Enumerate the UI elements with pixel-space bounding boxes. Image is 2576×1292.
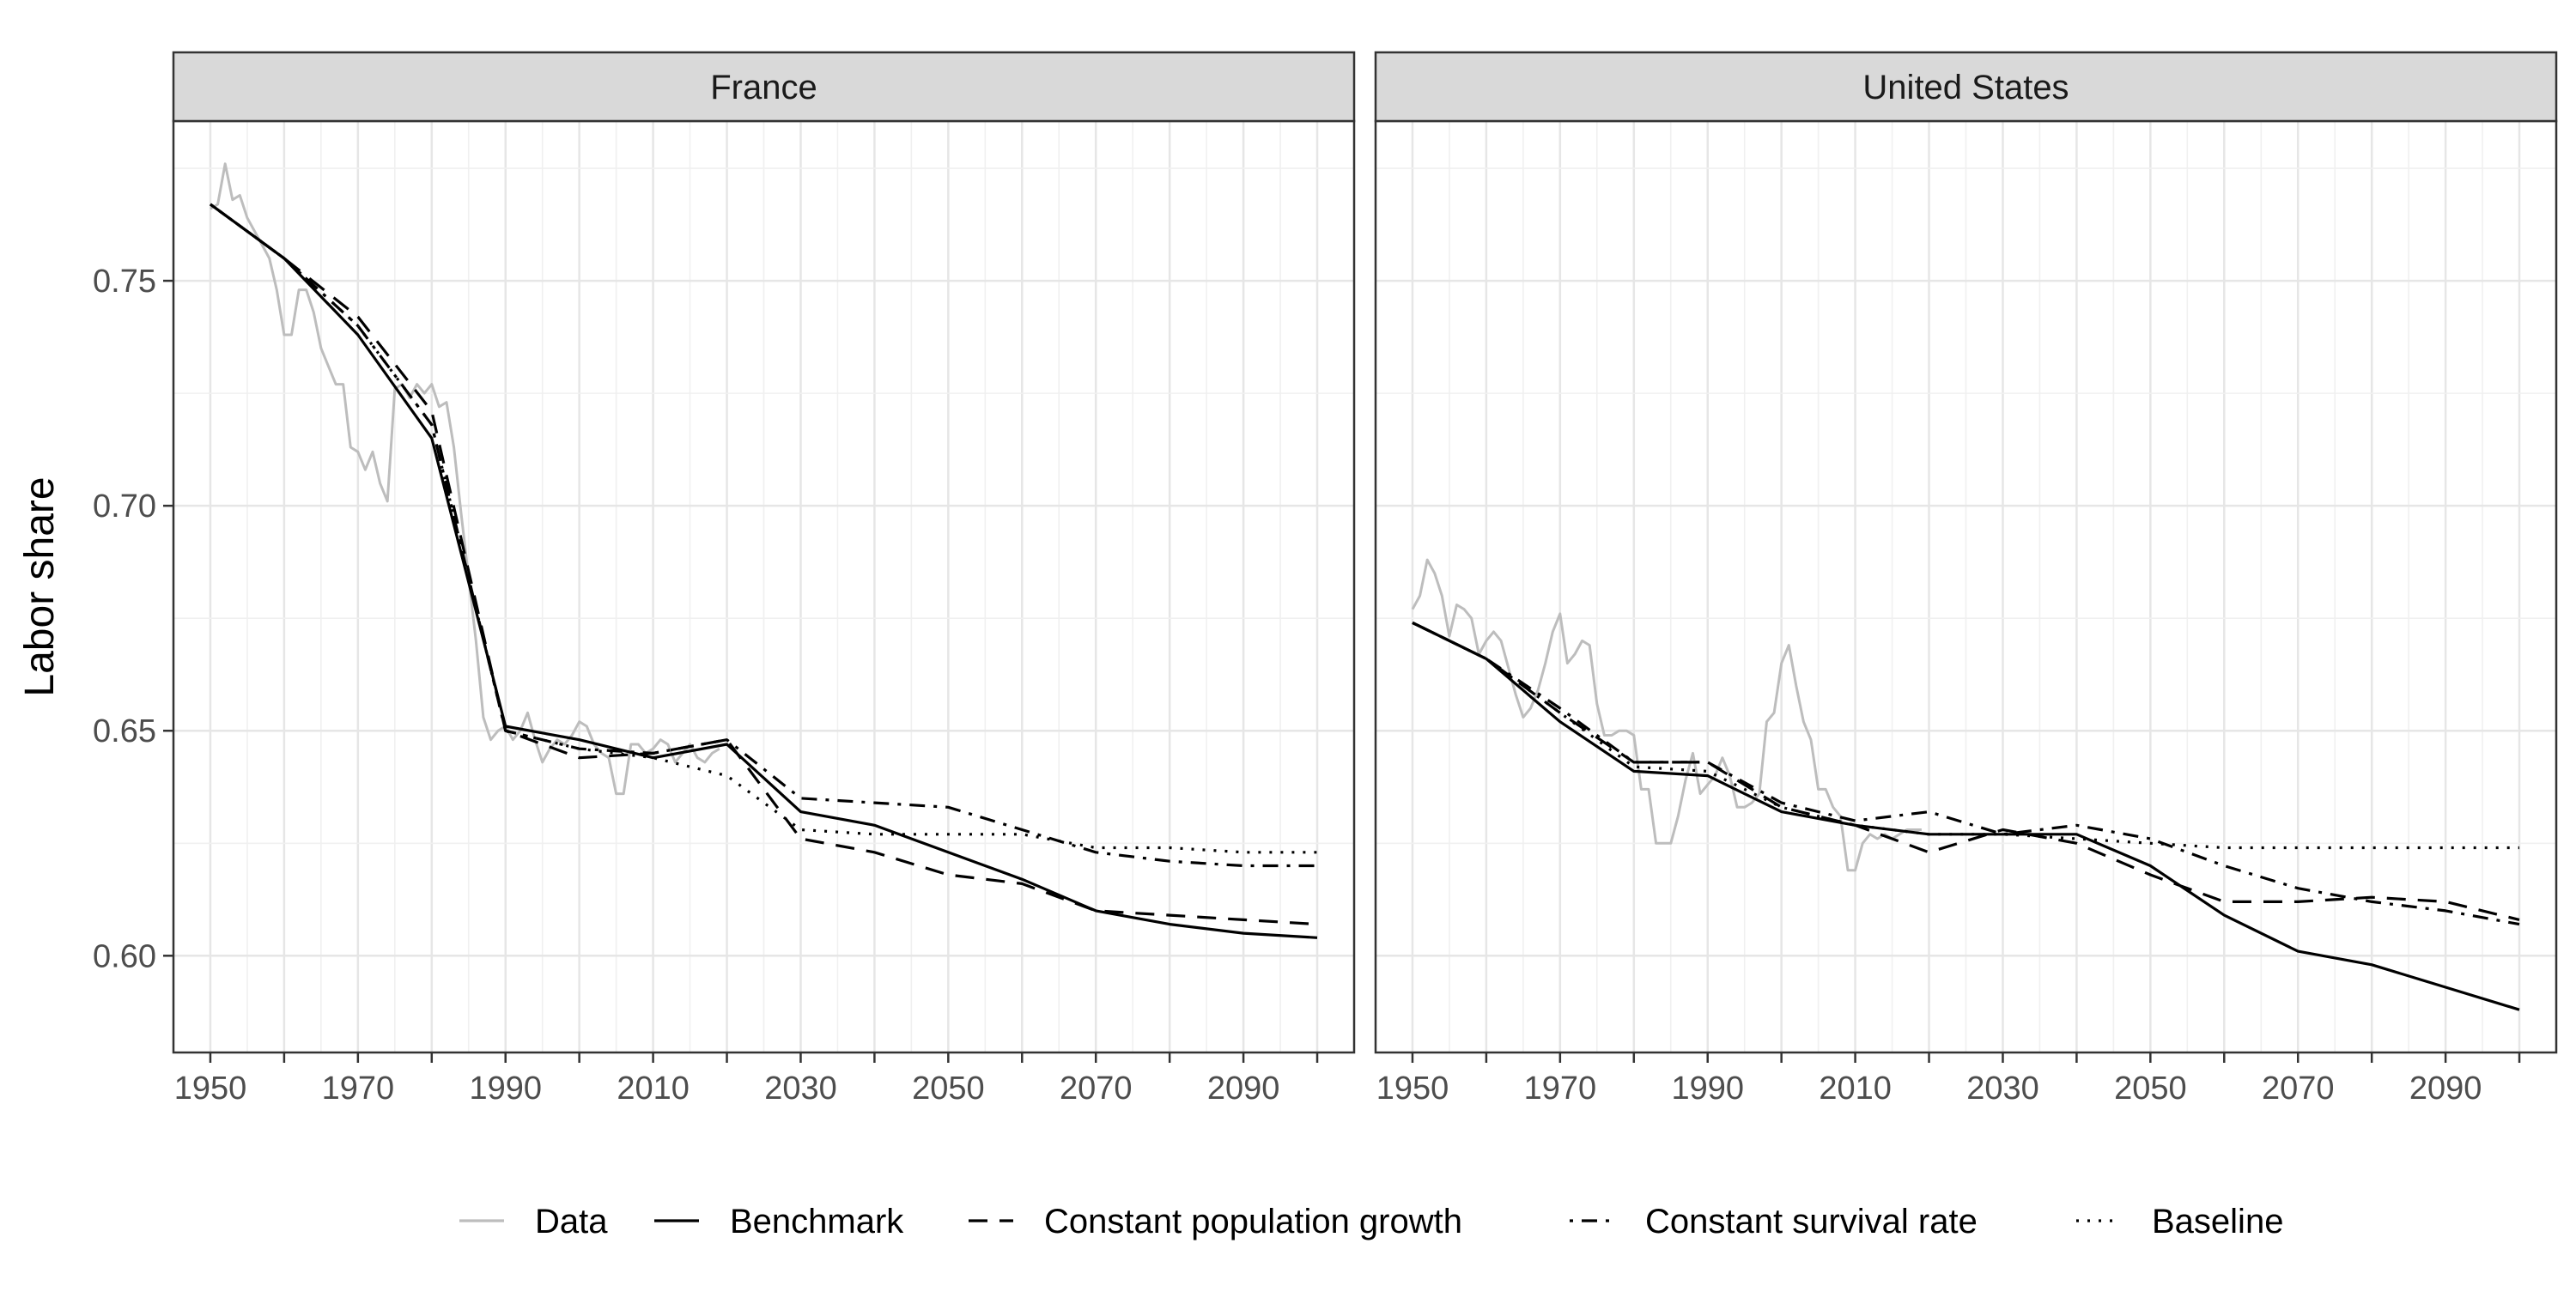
x-tick-label: 2010 <box>1819 1071 1892 1107</box>
series-line-const-pop <box>1412 621 2520 921</box>
panel-0: France 1950 1970 1990 2010 2030 2050 2070 2090 0.… <box>93 51 1356 1107</box>
facet-strip <box>1374 51 2558 123</box>
legend: Data Benchmark Constant population growth C… <box>459 1203 2283 1240</box>
series-line-benchmark <box>210 203 1318 939</box>
y-tick-label: 0.75 <box>93 264 156 300</box>
y-tick-label: 0.70 <box>93 488 156 525</box>
x-tick-label: 2030 <box>1966 1071 2039 1107</box>
x-tick-label: 1950 <box>174 1071 247 1107</box>
x-tick-label: 1990 <box>1671 1071 1744 1107</box>
x-tick-label: 2070 <box>2262 1071 2335 1107</box>
x-tick-label: 2030 <box>764 1071 837 1107</box>
facet-title: France <box>710 69 817 106</box>
facet-strip <box>172 51 1356 123</box>
legend-label: Benchmark <box>730 1203 904 1240</box>
x-tick-label: 1970 <box>322 1071 395 1107</box>
series-line-data <box>1411 558 1922 872</box>
x-tick-label: 2050 <box>912 1071 985 1107</box>
facet-title: United States <box>1862 69 2069 106</box>
x-tick-label: 2050 <box>2114 1071 2187 1107</box>
x-tick-label: 2090 <box>1207 1071 1280 1107</box>
series-line-const-surv <box>1412 621 2520 926</box>
y-tick-label: 0.60 <box>93 938 156 974</box>
legend-label: Baseline <box>2152 1203 2283 1240</box>
x-tick-label: 2010 <box>617 1071 690 1107</box>
legend-label: Data <box>535 1203 608 1240</box>
series-line-benchmark <box>1412 621 2520 1011</box>
x-tick-label: 1990 <box>469 1071 542 1107</box>
legend-label: Constant survival rate <box>1645 1203 1978 1240</box>
series-line-const-surv <box>210 203 1317 868</box>
series-line-data <box>210 162 720 796</box>
x-tick-label: 2070 <box>1060 1071 1133 1107</box>
x-tick-label: 1950 <box>1376 1071 1449 1107</box>
legend-label: Constant population growth <box>1044 1203 1462 1240</box>
y-axis-title: Labor share <box>17 476 63 696</box>
y-tick-label: 0.65 <box>93 713 156 749</box>
panel-1: United States 1950 1970 1990 2010 2030 2050 207… <box>1374 51 2558 1107</box>
x-tick-label: 2090 <box>2409 1071 2482 1107</box>
x-tick-label: 1970 <box>1524 1071 1597 1107</box>
